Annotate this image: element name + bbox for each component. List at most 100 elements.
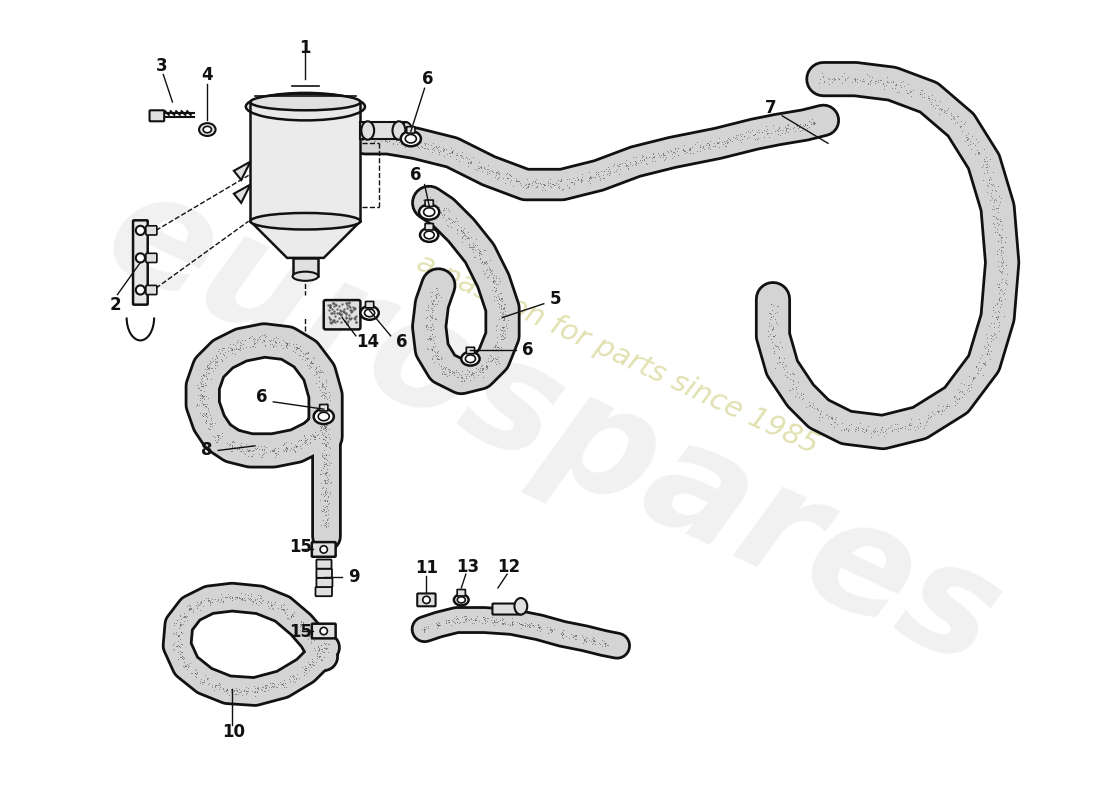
Point <box>874 426 892 438</box>
Point <box>471 247 488 260</box>
Point <box>314 402 331 414</box>
Point <box>485 281 503 294</box>
Point <box>226 441 243 454</box>
Point <box>425 336 442 349</box>
Point <box>991 214 1009 227</box>
Point <box>434 208 452 221</box>
Point <box>310 642 328 655</box>
Point <box>416 623 433 636</box>
Point <box>783 382 801 395</box>
Point <box>315 378 332 390</box>
Point <box>497 325 515 338</box>
Point <box>429 141 447 154</box>
Point <box>804 397 822 410</box>
Point <box>428 141 446 154</box>
Point <box>483 616 500 629</box>
Point <box>822 418 839 430</box>
Point <box>280 336 298 349</box>
Point <box>956 387 974 400</box>
Point <box>175 655 192 668</box>
Point <box>210 678 228 691</box>
Point <box>901 85 918 98</box>
Point <box>428 288 446 301</box>
Point <box>301 429 319 442</box>
Point <box>310 644 328 657</box>
Point <box>253 450 271 463</box>
Point <box>491 298 508 310</box>
Point <box>180 660 198 673</box>
Point <box>282 442 299 454</box>
Point <box>197 390 215 403</box>
Point <box>781 372 799 385</box>
Point <box>909 419 926 432</box>
Point <box>430 147 448 160</box>
Point <box>522 617 540 630</box>
Point <box>293 353 310 366</box>
Circle shape <box>320 627 328 634</box>
Point <box>937 107 955 120</box>
Point <box>805 116 823 129</box>
Point <box>774 124 792 137</box>
Point <box>828 418 846 430</box>
Point <box>406 137 424 150</box>
Point <box>493 299 510 312</box>
Point <box>310 371 328 384</box>
Point <box>717 136 735 149</box>
Point <box>990 325 1008 338</box>
Point <box>438 614 455 626</box>
Point <box>250 594 267 607</box>
FancyBboxPatch shape <box>320 405 328 411</box>
Point <box>617 158 635 171</box>
Text: 14: 14 <box>356 334 380 351</box>
Point <box>682 142 700 155</box>
Point <box>317 466 334 478</box>
Point <box>200 422 218 435</box>
Point <box>296 434 314 447</box>
Point <box>277 612 295 625</box>
Point <box>250 681 267 694</box>
Point <box>502 174 519 186</box>
Point <box>594 169 612 182</box>
Point <box>583 638 601 650</box>
Point <box>902 419 920 432</box>
Point <box>462 368 480 381</box>
Point <box>670 142 688 154</box>
Point <box>510 174 528 187</box>
Point <box>319 410 337 423</box>
Text: eurospares: eurospares <box>84 156 1022 699</box>
Point <box>494 325 512 338</box>
Point <box>993 264 1011 277</box>
Point <box>229 342 246 355</box>
Point <box>759 325 777 338</box>
Point <box>480 159 497 172</box>
Point <box>267 446 285 459</box>
Point <box>837 421 855 434</box>
Point <box>293 434 310 446</box>
Point <box>220 590 238 603</box>
Point <box>424 296 441 309</box>
Point <box>219 345 236 358</box>
Point <box>447 153 464 166</box>
Point <box>493 311 510 324</box>
Point <box>959 382 977 394</box>
Point <box>755 130 772 143</box>
Point <box>224 436 242 449</box>
Point <box>529 618 547 631</box>
Point <box>804 116 822 129</box>
Point <box>256 685 274 698</box>
Point <box>310 370 328 383</box>
Point <box>716 137 734 150</box>
Point <box>240 589 257 602</box>
Point <box>318 403 336 416</box>
Point <box>474 254 492 267</box>
Point <box>927 98 945 111</box>
Point <box>584 634 602 646</box>
Point <box>212 353 230 366</box>
Point <box>316 403 333 416</box>
Point <box>316 455 333 468</box>
Point <box>275 602 293 615</box>
Point <box>494 302 512 315</box>
Point <box>208 351 226 364</box>
Point <box>471 243 488 256</box>
Point <box>306 430 323 443</box>
